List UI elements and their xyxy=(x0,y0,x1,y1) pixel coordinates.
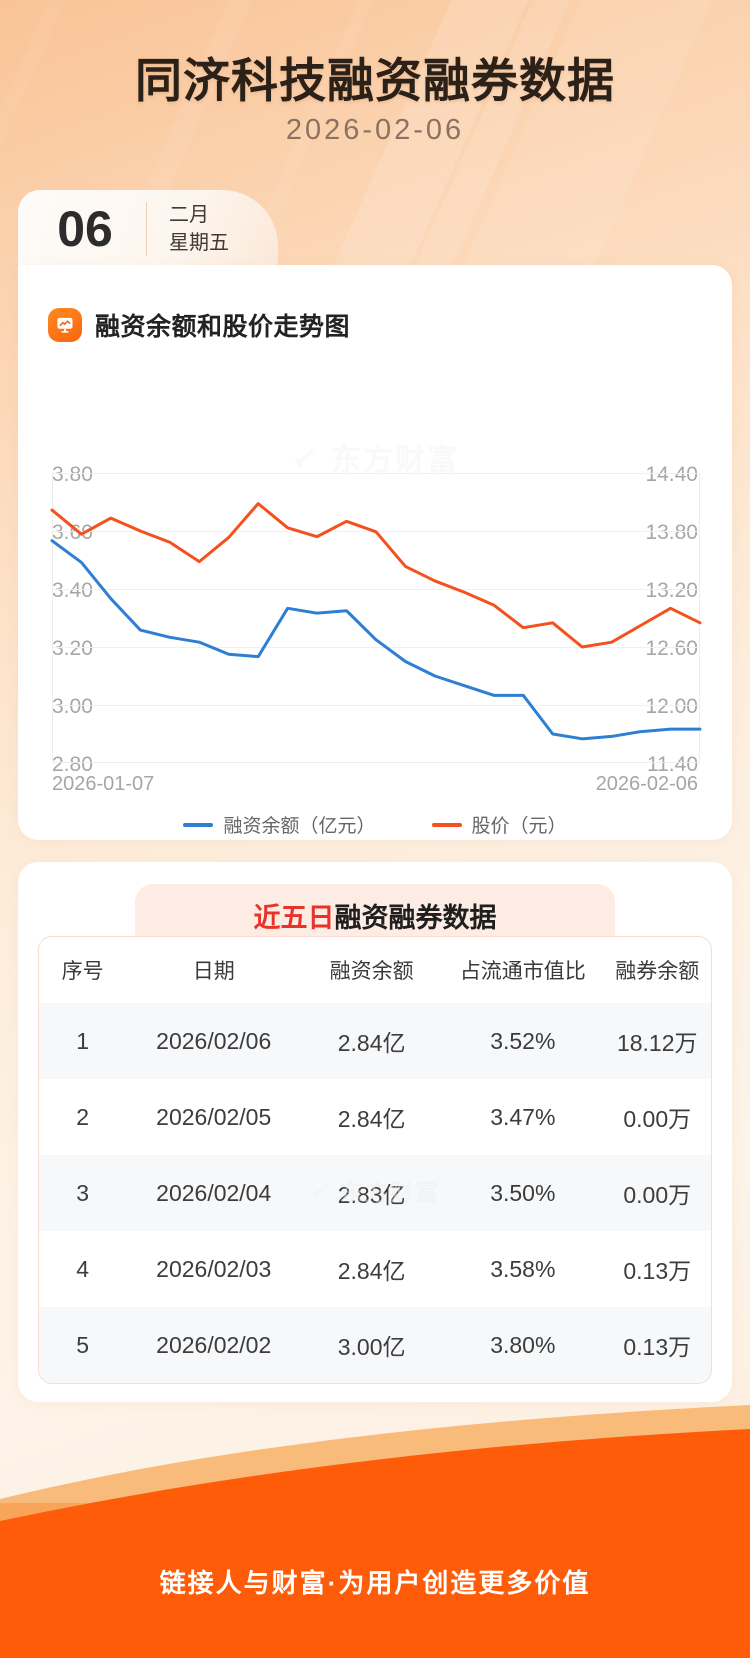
page-subtitle-date: 2026-02-06 xyxy=(285,114,465,146)
y-right-tick: 11.40 xyxy=(647,753,698,776)
table-card: 近五日 融资融券数据 东方财富 序号 日期 融资余额 占流通市值比 融券余额 xyxy=(18,862,732,1402)
cell-ratio: 3.58% xyxy=(490,1255,556,1282)
chart-card: 融资余额和股价走势图 东方财富 3.80 3.60 3.40 3.20 3.00… xyxy=(18,265,732,840)
cell-balance: 2.84亿 xyxy=(337,1106,406,1132)
col-header-balance: 融资余额 xyxy=(329,960,414,983)
cell-balance: 2.84亿 xyxy=(337,1030,406,1056)
footer-wave xyxy=(0,1405,750,1553)
cell-short: 18.12万 xyxy=(616,1030,698,1056)
col-header-index: 序号 xyxy=(61,960,104,983)
table-head: 序号 日期 融资余额 占流通市值比 融券余额 xyxy=(39,937,711,1003)
date-badge-weekday: 星期五 xyxy=(169,231,229,254)
cell-balance: 2.83亿 xyxy=(337,1182,406,1208)
cell-index: 1 xyxy=(76,1027,90,1054)
cell-short: 0.13万 xyxy=(623,1258,692,1284)
y-left-tick: 3.00 xyxy=(52,695,93,718)
chart-section-header: 融资余额和股价走势图 xyxy=(48,307,350,343)
table-row: 5 2026/02/02 3.00亿 3.80% 0.13万 xyxy=(39,1307,711,1383)
plot-canvas xyxy=(50,473,702,763)
cell-short: 0.00万 xyxy=(623,1106,692,1132)
footer-slogan: 链接人与财富·为用户创造更多价值 xyxy=(159,1568,591,1598)
poster-header: 同济科技融资融券数据 2026-02-06 xyxy=(0,0,750,185)
table-header-row: 序号 日期 融资余额 占流通市值比 融券余额 xyxy=(39,937,711,1003)
date-badge-day: 06 xyxy=(57,201,113,257)
margin-trading-table: 序号 日期 融资余额 占流通市值比 融券余额 1 2026/02/06 2.84亿 3… xyxy=(39,937,711,1383)
cell-ratio: 3.52% xyxy=(490,1027,556,1054)
table-row: 3 2026/02/04 2.83亿 3.50% 0.00万 xyxy=(39,1155,711,1231)
date-badge: 06 二月 星期五 xyxy=(18,190,278,268)
cell-balance: 3.00亿 xyxy=(337,1334,406,1360)
cell-ratio: 3.50% xyxy=(490,1179,556,1206)
x-axis-start-label: 2026-01-07 xyxy=(52,773,155,795)
legend-swatch-price xyxy=(431,822,462,827)
table-body: 1 2026/02/06 2.84亿 3.52% 18.12万 2 2026/02/05 2.… xyxy=(39,1003,711,1383)
page-title: 同济科技融资融券数据 xyxy=(135,54,615,107)
legend-label-price: 股价（元） xyxy=(471,816,567,837)
cell-date: 2026/02/02 xyxy=(156,1331,272,1358)
cell-date: 2026/02/05 xyxy=(156,1103,272,1130)
table-row: 1 2026/02/06 2.84亿 3.52% 18.12万 xyxy=(39,1003,711,1079)
y-left-tick: 3.40 xyxy=(52,579,93,602)
col-header-short: 融券余额 xyxy=(615,960,700,983)
chart-section-title: 融资余额和股价走势图 xyxy=(95,313,351,341)
cell-date: 2026/02/03 xyxy=(156,1255,272,1282)
y-right-tick: 13.80 xyxy=(645,521,698,544)
cell-index: 3 xyxy=(76,1179,90,1206)
legend-label-financing: 融资余额（亿元） xyxy=(223,816,376,837)
y-left-tick: 3.60 xyxy=(52,521,93,544)
date-badge-text: 二月 星期五 xyxy=(147,204,229,255)
table-container: 东方财富 序号 日期 融资余额 占流通市值比 融券余额 1 2026/02/06 2… xyxy=(38,936,712,1384)
chart-area: 东方财富 3.80 3.60 3.40 3.20 3.00 2.80 14.40… xyxy=(18,353,732,837)
date-badge-month: 二月 xyxy=(169,203,209,226)
chart-lines xyxy=(50,502,702,741)
cell-ratio: 3.80% xyxy=(490,1331,556,1358)
col-header-ratio: 占流通市值比 xyxy=(459,960,586,983)
x-axis-end-label: 2026-02-06 xyxy=(595,773,698,795)
y-left-tick: 3.80 xyxy=(52,463,93,486)
cell-ratio: 3.47% xyxy=(490,1103,556,1130)
table-banner-rest: 融资融券数据 xyxy=(334,902,497,933)
chart-legend[interactable]: 融资余额（亿元） 股价（元） xyxy=(18,811,732,838)
cell-date: 2026/02/04 xyxy=(156,1179,272,1206)
table-row: 4 2026/02/03 2.84亿 3.58% 0.13万 xyxy=(39,1231,711,1307)
y-right-tick: 14.40 xyxy=(645,463,698,486)
cell-balance: 2.84亿 xyxy=(337,1258,406,1284)
cell-short: 0.00万 xyxy=(623,1182,692,1208)
chart-monitor-icon xyxy=(48,308,82,342)
legend-item-financing[interactable]: 融资余额（亿元） xyxy=(183,811,376,838)
table-row: 2 2026/02/05 2.84亿 3.47% 0.00万 xyxy=(39,1079,711,1155)
cell-date: 2026/02/06 xyxy=(156,1027,272,1054)
poster-footer: 链接人与财富·为用户创造更多价值 xyxy=(0,1403,750,1658)
legend-item-price[interactable]: 股价（元） xyxy=(431,811,567,838)
cell-index: 2 xyxy=(76,1103,90,1130)
date-badge-divider xyxy=(146,202,147,256)
cell-index: 5 xyxy=(76,1331,90,1358)
col-header-date: 日期 xyxy=(192,960,235,983)
legend-swatch-financing xyxy=(183,822,214,827)
y-right-tick: 13.20 xyxy=(645,579,698,602)
y-right-tick: 12.60 xyxy=(645,637,698,660)
y-left-tick: 2.80 xyxy=(52,753,93,776)
table-banner: 近五日 融资融券数据 xyxy=(135,884,615,946)
y-right-tick: 12.00 xyxy=(645,695,698,718)
table-banner-highlight: 近五日 xyxy=(253,902,335,933)
cell-index: 4 xyxy=(76,1255,90,1282)
cell-short: 0.13万 xyxy=(623,1334,692,1360)
y-left-tick: 3.20 xyxy=(52,637,93,660)
